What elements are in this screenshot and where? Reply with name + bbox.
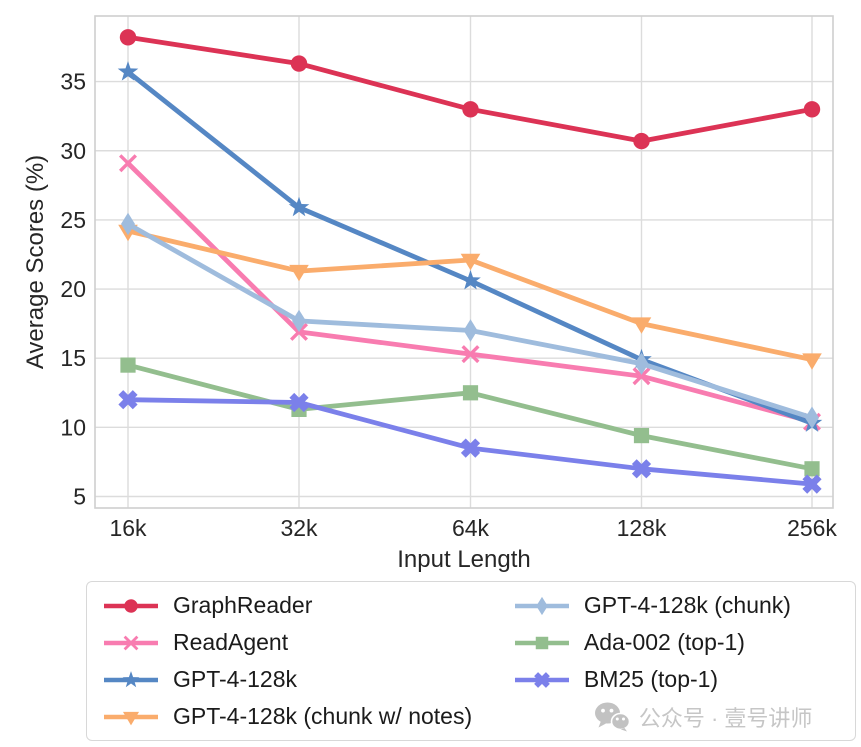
watermark: 公众号 · 壹号讲师 [498,698,855,735]
y-tick-label: 15 [60,345,86,371]
x-tick-label: 128k [617,515,667,541]
legend-label: GPT-4-128k (chunk) [583,592,791,618]
x-tick-label: 16k [109,515,147,541]
legend-item-gpt-4-128k-chunk-w-notes: GPT-4-128k (chunk w/ notes) [87,698,498,735]
legend-marker-diamond [514,596,569,615]
x-axis-title: Input Length [397,546,531,573]
watermark-text: 公众号 · 壹号讲师 [638,705,813,731]
y-tick-label: 25 [60,207,86,233]
legend-item-bm25-top-1: BM25 (top-1) [498,661,855,698]
x-tick-label: 32k [280,515,318,541]
legend-item-ada-002-top-1: Ada-002 (top-1) [498,624,855,661]
legend-marker-square [514,636,569,649]
y-tick-label: 20 [60,276,86,302]
legend-label: Ada-002 (top-1) [583,629,745,655]
legend-marker-triangle-down [104,711,158,725]
legend-label: GraphReader [173,592,313,618]
legend-marker-x-thick [514,671,569,688]
wechat-icon [594,702,630,731]
legend-item-gpt-4-128k: GPT-4-128k [87,661,498,698]
y-axis-title: Average Scores (%) [22,154,49,370]
x-tick-label: 256k [787,515,837,541]
legend-label: BM25 (top-1) [583,666,719,692]
y-tick-label: 10 [60,414,86,440]
legend-marker-x-thin [104,635,158,650]
plot-area: 5 10 15 20 25 30 35 16k 32k 64k 128k 256k [60,15,837,541]
y-tick-label: 30 [60,138,86,164]
legend-label: ReadAgent [173,629,289,655]
legend-marker-star [104,670,158,687]
plot-border [94,15,834,509]
legend-item-gpt-4-128k-chunk: GPT-4-128k (chunk) [498,587,855,624]
x-tick-label: 64k [452,515,490,541]
legend-label: GPT-4-128k [173,666,297,692]
legend: GraphReader ReadAgent GPT-4-128k GPT-4-128k… [86,581,856,741]
legend-item-readagent: ReadAgent [87,624,498,661]
legend-marker-circle [104,598,158,613]
legend-label: GPT-4-128k (chunk w/ notes) [173,703,473,729]
legend-item-graphreader: GraphReader [87,587,498,624]
y-tick-label: 35 [60,69,86,95]
y-tick-label: 5 [73,484,86,510]
